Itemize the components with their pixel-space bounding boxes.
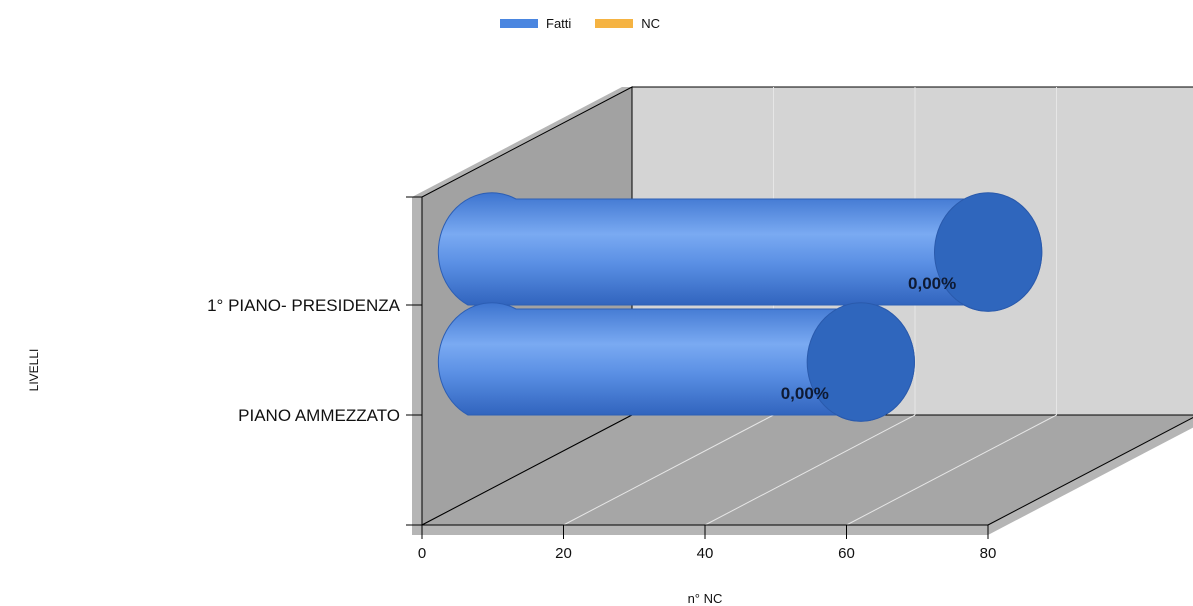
x-tick-label: 60: [838, 545, 855, 562]
floor-right-edge: [987, 417, 1193, 526]
bar-data-label: 0,00%: [908, 274, 956, 293]
legend-label-nc: NC: [641, 15, 661, 31]
legend-label-fatti: Fatti: [546, 15, 572, 31]
x-tick-label: 20: [555, 545, 572, 562]
legend-item-fatti[interactable]: Fatti: [500, 16, 571, 31]
bar-cap: [806, 302, 915, 422]
chart-legend: Fatti NC: [500, 14, 684, 32]
legend-item-nc[interactable]: NC: [595, 16, 660, 31]
bar-data-label: 0,00%: [781, 384, 829, 403]
wall-top-shadow: [412, 87, 632, 197]
x-tick-label: 40: [697, 545, 714, 562]
y-tick-label: 1° PIANO- PRESIDENZA: [207, 296, 401, 315]
y-axis-label: LIVELLI: [27, 349, 41, 392]
floor-gridline: [704, 414, 916, 526]
wall-side-shadow: [412, 197, 422, 535]
floor-edge-shadow: [988, 417, 1193, 535]
bar-cap: [934, 192, 1043, 312]
legend-swatch-nc: [595, 18, 634, 28]
floor-gridline: [563, 414, 774, 526]
x-tick-label: 0: [418, 545, 426, 562]
y-tick-label: PIANO AMMEZZATO: [238, 406, 400, 425]
legend-swatch-fatti: [500, 18, 538, 28]
x-axis-label: n° NC: [688, 591, 723, 606]
floor-gridline: [846, 414, 1057, 526]
x-tick-label: 80: [980, 545, 997, 562]
